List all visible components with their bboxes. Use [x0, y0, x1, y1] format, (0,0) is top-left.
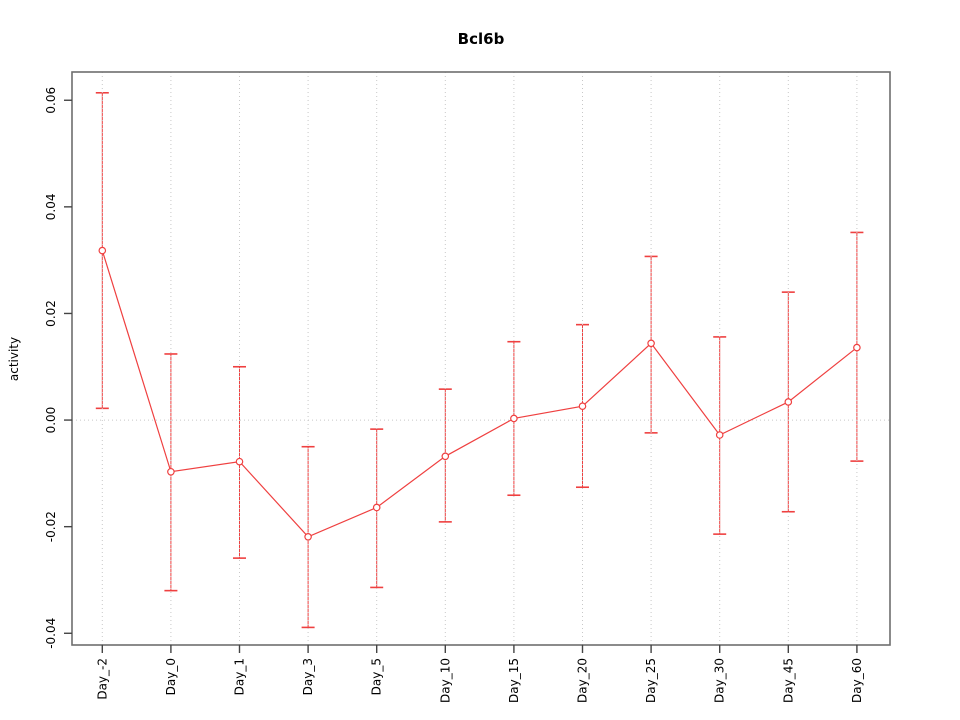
- series-line: [101, 250, 858, 538]
- y-tick-label: 0.06: [44, 87, 58, 114]
- x-tick-label: Day_15: [507, 658, 521, 703]
- data-point-marker: [372, 503, 381, 512]
- data-point-marker: [784, 398, 793, 406]
- data-point-marker: [304, 532, 312, 541]
- x-tick-label: Day_10: [438, 658, 452, 703]
- x-tick-label: Day_5: [370, 658, 384, 695]
- data-point-marker: [98, 246, 107, 255]
- y-tick-label: 0.04: [44, 193, 58, 220]
- data-point-marker: [235, 457, 244, 466]
- x-tick-label: Day_25: [644, 658, 658, 703]
- plot-box: [71, 71, 891, 646]
- x-tick-label: Day_3: [301, 658, 315, 695]
- chart-title: Bcl6b: [457, 30, 505, 48]
- x-tick-label: Day_30: [713, 658, 727, 703]
- x-tick-label: Day_45: [781, 658, 795, 703]
- y-tick-label: 0.00: [44, 407, 58, 434]
- x-tick-label: Day_20: [576, 658, 590, 703]
- data-point-marker: [510, 414, 518, 423]
- y-tick-label: -0.04: [44, 618, 58, 649]
- x-tick-label: Day_0: [164, 658, 178, 695]
- data-point-marker: [715, 431, 724, 439]
- y-tick-label: 0.02: [44, 300, 58, 327]
- data-point-marker: [578, 402, 587, 411]
- data-point-marker: [647, 339, 655, 348]
- data-point-marker: [441, 452, 450, 461]
- y-tick-label: -0.02: [44, 511, 58, 542]
- data-point-marker: [853, 343, 861, 352]
- x-tick-label: Day_-2: [95, 658, 109, 700]
- x-tick-label: Day_1: [233, 658, 247, 695]
- data-point-marker: [167, 467, 175, 476]
- x-tick-label: Day_60: [850, 658, 864, 703]
